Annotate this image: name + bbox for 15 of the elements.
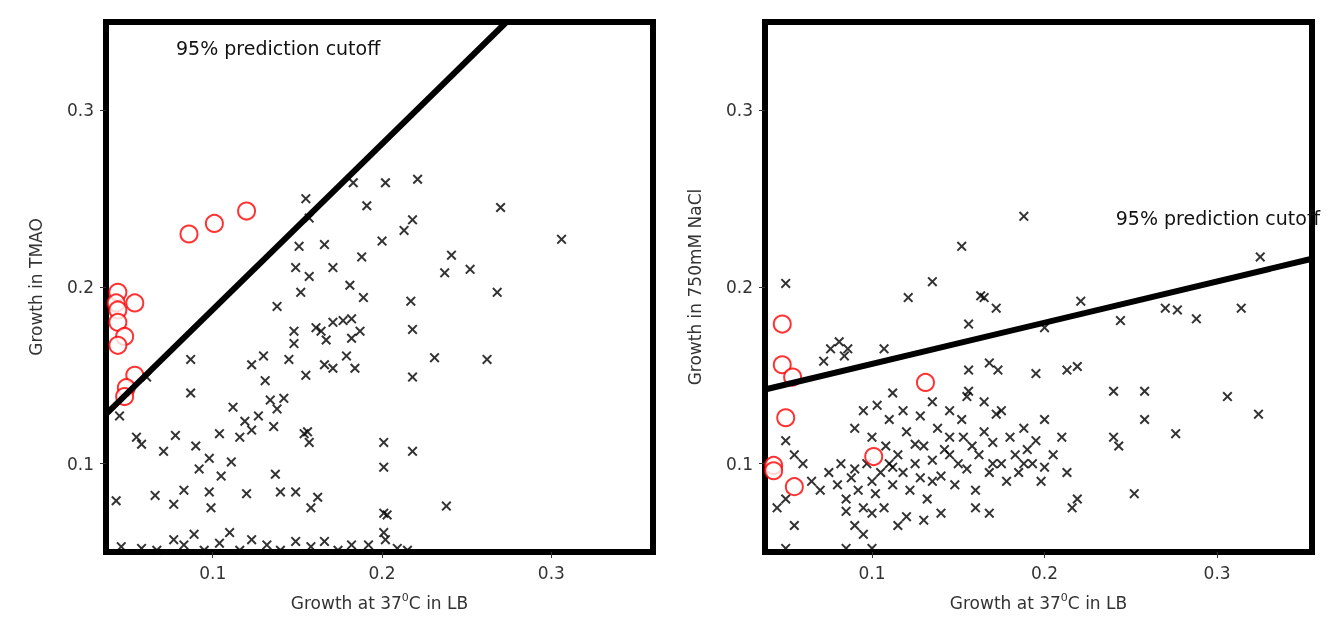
y-tick-label: 0.1 [66, 453, 94, 474]
x-tick-label: 0.2 [368, 562, 396, 583]
y-tick-label: 0.2 [66, 277, 94, 297]
x-tick-label: 0.1 [199, 562, 227, 583]
y-tick-label: 0.3 [66, 100, 94, 121]
y-axis-title: Growth in 750mM NaCl [684, 188, 705, 386]
y-tick-label: 0.1 [725, 453, 753, 474]
annotation: 95% prediction cutoff [176, 36, 382, 59]
x-tick-label: 0.1 [858, 562, 886, 583]
x-tick-label: 0.3 [1203, 562, 1231, 583]
y-tick-label: 0.3 [725, 100, 753, 121]
x-tick-label: 0.2 [1031, 562, 1059, 583]
x-tick-label: 0.3 [537, 562, 565, 583]
y-tick-label: 0.2 [725, 277, 753, 297]
y-axis-title: Growth in TMAO [25, 218, 46, 356]
